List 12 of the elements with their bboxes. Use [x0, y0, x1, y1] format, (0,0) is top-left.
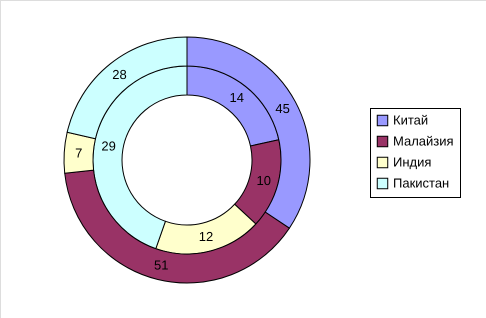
data-label: 14	[230, 90, 244, 106]
legend-label: Индия	[393, 154, 432, 170]
data-label: 7	[75, 146, 82, 160]
legend-label: Малайзия	[393, 134, 454, 148]
data-label: 28	[112, 67, 127, 82]
data-label: 12	[198, 229, 214, 244]
data-label: 45	[275, 100, 290, 116]
data-label: 29	[101, 138, 116, 154]
legend-label: Китай	[393, 112, 428, 128]
legend-label: Пакистан	[393, 176, 450, 190]
data-label: 51	[154, 257, 168, 272]
data-label: 10	[256, 172, 271, 188]
